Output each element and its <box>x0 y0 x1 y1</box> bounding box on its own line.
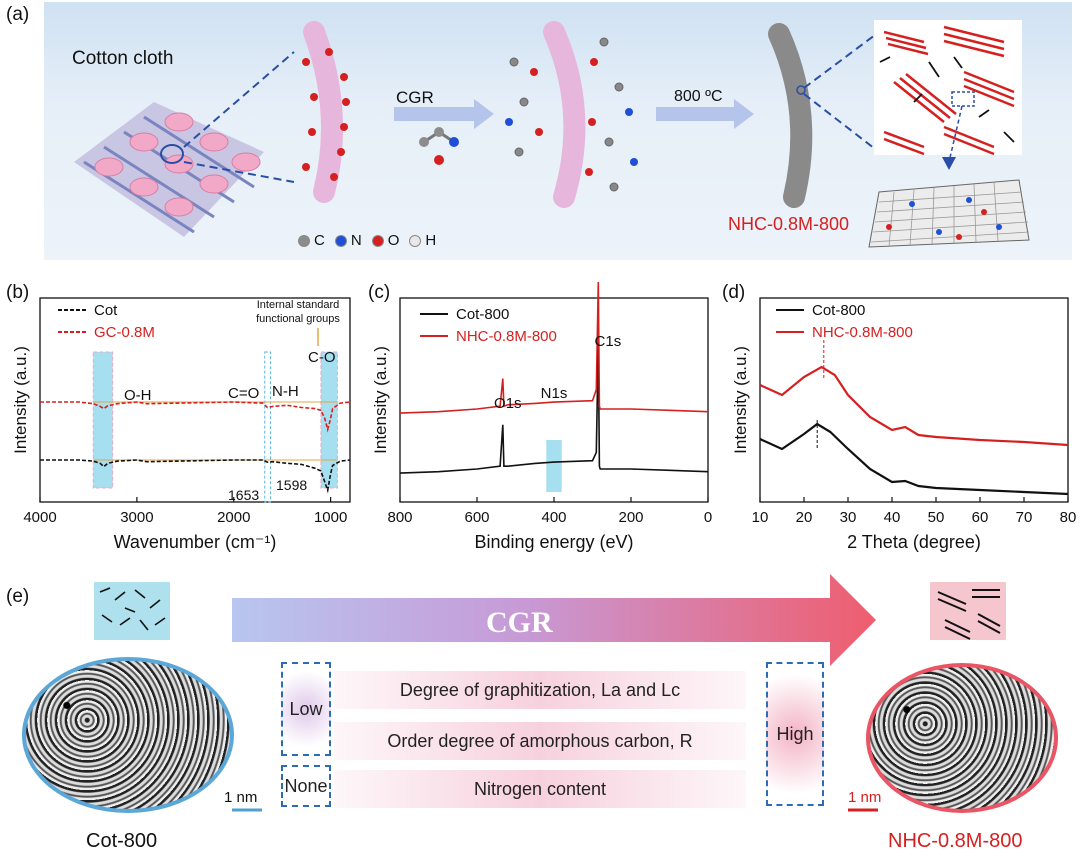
y-axis-label: Intensity (a.u.) <box>371 346 390 454</box>
series-line-1 <box>399 281 709 414</box>
x-axis-label: Binding energy (eV) <box>474 532 633 552</box>
co-band <box>320 351 338 489</box>
y-axis-label: Intensity (a.u.) <box>11 346 30 454</box>
ftir-chart: 4000 3000 2000 1000 Wavenumber (cm⁻¹) Intensi… <box>11 297 351 552</box>
plot-frame <box>39 297 351 503</box>
cgr-molecule <box>419 127 459 165</box>
atom-label-h: H <box>425 232 437 249</box>
panel-e-graphics <box>94 574 1006 812</box>
panel-label-a: (a) <box>6 4 30 25</box>
annot-nh: N-H <box>272 383 299 400</box>
x-tick-label-3: 1000 <box>314 509 347 526</box>
legend-label-0: Cot-800 <box>812 302 865 319</box>
atom-dot-h-icon <box>409 234 422 247</box>
atom-label-n: N <box>350 232 362 249</box>
x-tick-label-2: 400 <box>541 509 566 526</box>
cotton-cloth-label: Cotton cloth <box>72 48 174 69</box>
xrd-chart: 10 20 30 40 50 60 70 80 2 Theta (degree) Intensit… <box>731 297 1077 552</box>
annot-ceo: C=O <box>228 385 259 402</box>
x-tick-label-3: 200 <box>618 509 643 526</box>
nhc-label: NHC-0.8M-800 <box>888 830 1023 852</box>
series-line-1 <box>759 365 1069 447</box>
legend-label-0: Cot <box>94 302 118 319</box>
plot-frame <box>759 297 1069 503</box>
arrow2-label: 800 ºC <box>674 88 723 105</box>
x-tick-label-4: 0 <box>704 509 712 526</box>
annot-oh: O-H <box>124 387 152 404</box>
arrow1-label: CGR <box>396 88 434 107</box>
low-box: Low <box>281 662 331 756</box>
annot-internal-1: Internal standard <box>257 299 340 311</box>
cotton-cloth-illustration <box>74 102 264 237</box>
x-tick-label-0: 800 <box>387 509 412 526</box>
tem-image-nhc <box>866 663 1058 813</box>
y-axis-label: Intensity (a.u.) <box>731 346 750 454</box>
x-tick-label-1: 20 <box>796 509 813 526</box>
cgr-big-arrow <box>232 574 876 666</box>
x-tick-label-2: 30 <box>840 509 857 526</box>
x-axis-label: Wavenumber (cm⁻¹) <box>114 532 277 552</box>
atom-dot-n-icon <box>334 234 347 247</box>
x-tick-label-2: 2000 <box>217 509 250 526</box>
x-axis-label: 2 Theta (degree) <box>847 532 981 552</box>
panel-label-b: (b) <box>6 282 30 303</box>
co-dashed-band <box>264 351 272 503</box>
x-tick-label-3: 40 <box>884 509 901 526</box>
product-label: NHC-0.8M-800 <box>728 214 850 234</box>
atom-dot-o-icon <box>371 234 384 247</box>
atom-label-c: C <box>314 232 325 249</box>
graphene-sheet <box>868 179 1030 248</box>
annot-o1s: O1s <box>494 395 522 412</box>
x-tick-label-1: 600 <box>464 509 489 526</box>
tem-image-cot800 <box>22 657 234 813</box>
annot-n1s: N1s <box>541 385 568 402</box>
row-order-degree: Order degree of amorphous carbon, R <box>334 722 746 760</box>
panel-label-e: (e) <box>6 586 30 607</box>
series-line-0 <box>40 459 351 494</box>
series-line-1 <box>40 401 351 433</box>
x-tick-label-5: 60 <box>972 509 989 526</box>
x-tick-label-7: 80 <box>1060 509 1077 526</box>
annot-internal-2: functional groups <box>256 313 340 325</box>
legend-label-1: NHC-0.8M-800 <box>812 324 913 341</box>
annot-1598: 1598 <box>276 477 307 493</box>
none-box: None <box>281 765 331 807</box>
x-tick-label-1: 3000 <box>120 509 153 526</box>
x-tick-label-0: 10 <box>752 509 769 526</box>
oh-band <box>92 351 114 489</box>
row-graphitization: Degree of graphitization, La and Lc <box>334 671 746 709</box>
cgr-arrow-label: CGR <box>486 606 553 639</box>
scale-bar-right-label: 1 nm <box>848 789 882 806</box>
series-line-0 <box>399 341 709 474</box>
x-tick-label-6: 70 <box>1016 509 1033 526</box>
atom-dot-c-icon <box>298 234 310 247</box>
legend-label-1: NHC-0.8M-800 <box>456 328 557 345</box>
panel-label-d: (d) <box>722 282 746 303</box>
annot-co: C-O <box>308 349 336 366</box>
scale-bar-left-label: 1 nm <box>224 789 258 806</box>
annot-c1s: C1s <box>595 333 622 350</box>
xps-chart: 800 600 400 200 0 Binding energy (eV) Intensit… <box>371 281 712 552</box>
row-nitrogen: Nitrogen content <box>334 770 746 808</box>
legend-label-1: GC-0.8M <box>94 324 155 341</box>
x-tick-label-0: 4000 <box>23 509 56 526</box>
n1s-band <box>546 440 562 492</box>
legend-label-0: Cot-800 <box>456 306 509 323</box>
cot800-label: Cot-800 <box>86 830 158 852</box>
x-tick-label-4: 50 <box>928 509 945 526</box>
high-box: High <box>766 662 824 806</box>
panel-label-c: (c) <box>368 282 391 303</box>
annot-1653: 1653 <box>228 487 259 503</box>
panel-a-illustration <box>74 20 1030 248</box>
series-line-0 <box>759 422 1069 496</box>
atom-label-o: O <box>387 232 400 249</box>
